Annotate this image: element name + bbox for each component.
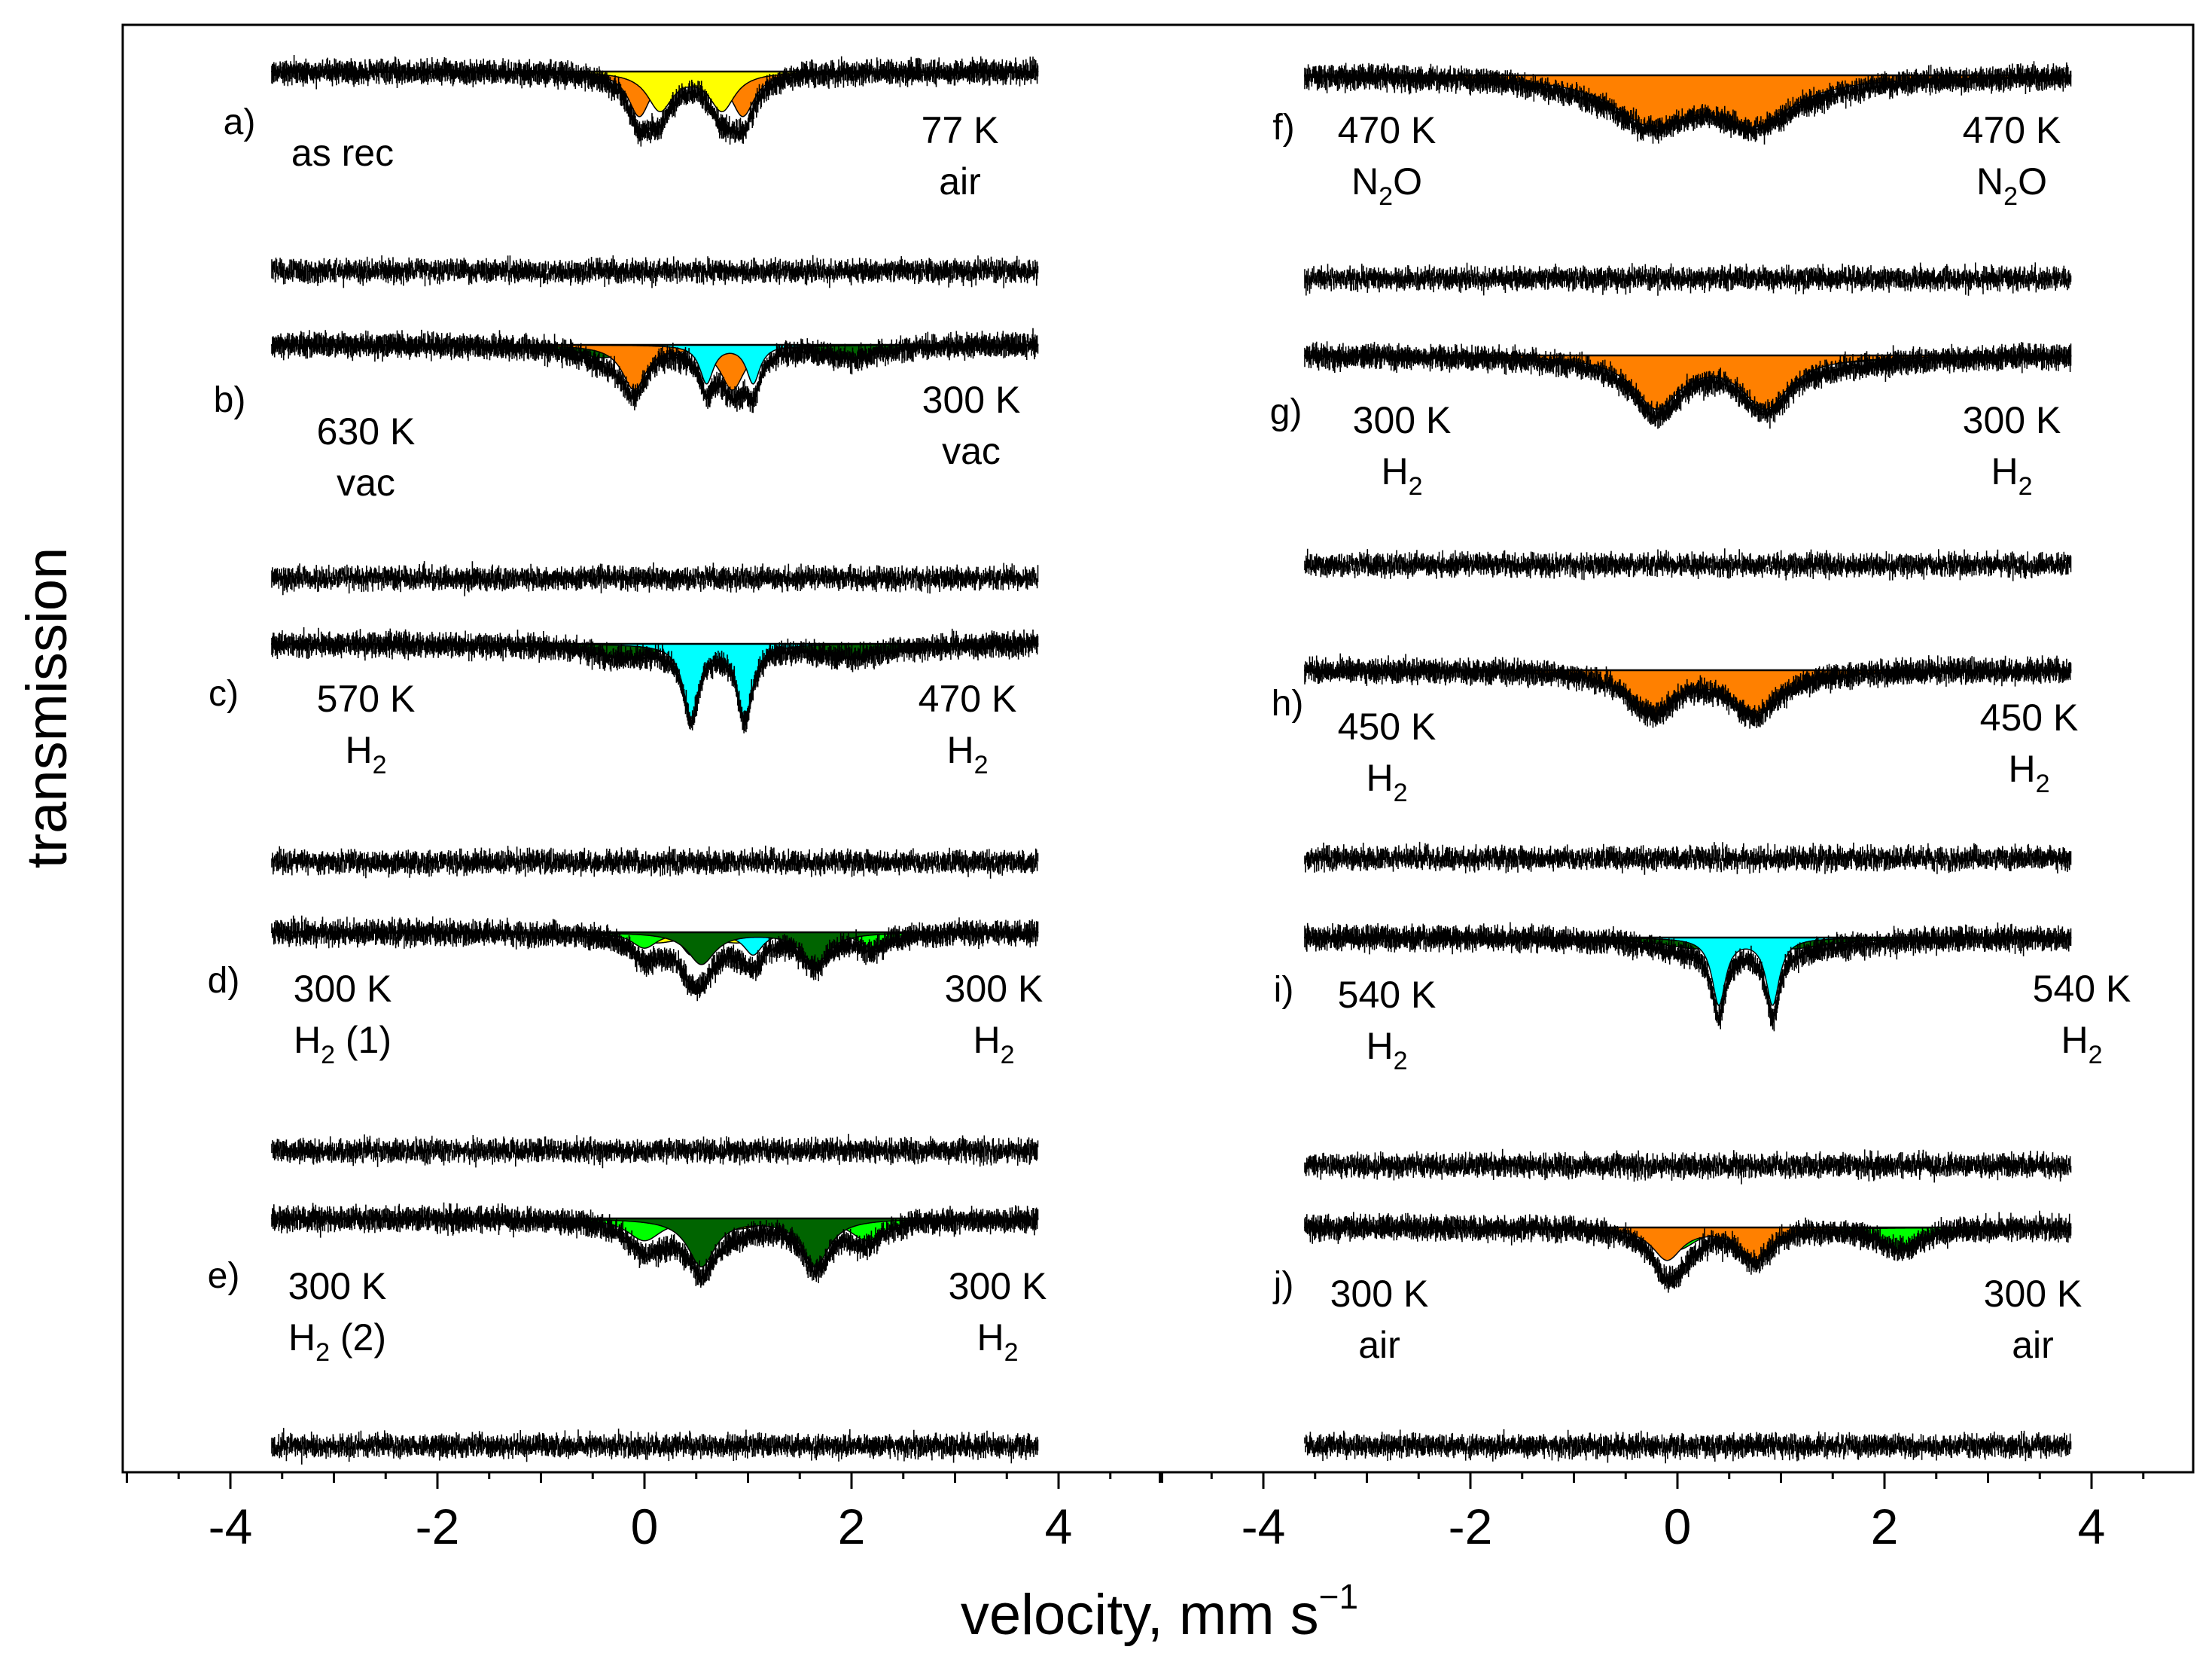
panel-h: h) 450 K H2 450 K H2 bbox=[1272, 653, 2079, 875]
x-tick-label: 2 bbox=[838, 1499, 866, 1554]
panel-e-left-condition-line1: 300 K bbox=[288, 1265, 387, 1307]
panel-i: i) 540 K H2 540 K H2 bbox=[1274, 922, 2131, 1185]
x-tick-label: 2 bbox=[1871, 1499, 1899, 1554]
panel-f-data-points bbox=[1304, 61, 2072, 145]
panel-f-residuals bbox=[1304, 262, 2072, 296]
panel-d-residuals bbox=[271, 1133, 1039, 1169]
panel-i-right-condition-line1: 540 K bbox=[2033, 968, 2131, 1010]
panel-f-left-condition-line1: 470 K bbox=[1338, 109, 1437, 151]
panel-i-right-condition-line2: H2 bbox=[2061, 1019, 2102, 1069]
panel-c: c) 570 K H2 470 K H2 bbox=[209, 627, 1039, 879]
panel-c-right-condition-line2: H2 bbox=[946, 729, 988, 779]
panel-f-left-condition-line2: N2O bbox=[1351, 160, 1422, 211]
panel-i-data-points bbox=[1304, 922, 2072, 1032]
panel-d: d) 300 K H2 (1) 300 K H2 bbox=[208, 915, 1044, 1169]
panel-f-right-condition-line1: 470 K bbox=[1963, 109, 2061, 151]
panel-j-data-points bbox=[1304, 1210, 2072, 1293]
panel-h-right-condition-line2: H2 bbox=[2008, 748, 2049, 798]
panel-b-right-condition-line1: 300 K bbox=[922, 379, 1021, 421]
panel-b-left-condition-line1: 630 K bbox=[317, 410, 416, 453]
panel-c-residuals bbox=[271, 845, 1039, 879]
panel-g-residuals bbox=[1304, 548, 2072, 581]
panel-d-left-condition-line2: H2 (1) bbox=[294, 1019, 392, 1069]
panel-f-right-condition-line2: N2O bbox=[1976, 160, 2047, 211]
panel-a-right-condition-line2: air bbox=[939, 160, 981, 203]
panel-j: j) 300 K air 300 K air bbox=[1272, 1210, 2083, 1464]
panel-a-right-condition-line1: 77 K bbox=[922, 109, 999, 151]
panel-e-label: e) bbox=[208, 1256, 240, 1296]
panel-i-left-condition-line2: H2 bbox=[1366, 1025, 1407, 1075]
panel-b-label: b) bbox=[214, 380, 246, 420]
panel-d-left-condition-line1: 300 K bbox=[294, 968, 392, 1010]
x-tick-label: -2 bbox=[1449, 1499, 1493, 1554]
x-tick-label: -4 bbox=[1242, 1499, 1286, 1554]
panel-j-left-condition-line1: 300 K bbox=[1330, 1273, 1429, 1315]
panel-e-right-condition-line1: 300 K bbox=[949, 1265, 1047, 1307]
panel-g: g) 300 K H2 300 K H2 bbox=[1270, 341, 2072, 581]
x-tick-label: 0 bbox=[631, 1499, 659, 1554]
panel-h-label: h) bbox=[1272, 684, 1304, 724]
panel-a-left-condition-line1: as rec bbox=[291, 132, 394, 174]
panel-d-label: d) bbox=[208, 961, 240, 1001]
panel-g-label: g) bbox=[1270, 392, 1303, 432]
panel-d-right-condition-line1: 300 K bbox=[945, 968, 1044, 1010]
panel-h-left-condition-line2: H2 bbox=[1366, 757, 1407, 807]
panel-b-residuals bbox=[271, 561, 1039, 596]
panel-g-data-points bbox=[1304, 341, 2072, 429]
x-tick-label: 4 bbox=[2078, 1499, 2106, 1554]
plot-frame bbox=[121, 23, 2195, 1474]
panel-c-left-condition-line1: 570 K bbox=[317, 678, 416, 720]
panel-e-left-condition-line2: H2 (2) bbox=[288, 1316, 386, 1367]
x-axis: -4 -2 0 2 4 -4 -2 0 2 4 bbox=[126, 1472, 2145, 1554]
panel-e-residuals bbox=[271, 1428, 1039, 1465]
panel-g-left-condition-line2: H2 bbox=[1381, 450, 1422, 501]
panel-a-data-points bbox=[271, 55, 1039, 147]
panel-g-left-condition-line1: 300 K bbox=[1353, 399, 1452, 441]
panels-layer: a) as rec 77 K air b) 630 K vac 300 K vac c) 570 K… bbox=[208, 55, 2131, 1465]
panel-j-right-condition-line1: 300 K bbox=[1984, 1273, 2083, 1315]
x-axis-label-sup: −1 bbox=[1319, 1577, 1358, 1616]
panel-f: f) 470 K N2O 470 K N2O bbox=[1272, 61, 2072, 296]
panel-i-label: i) bbox=[1274, 970, 1294, 1010]
panel-e: e) 300 K H2 (2) 300 K H2 bbox=[208, 1202, 1047, 1465]
y-axis-label: transmission bbox=[15, 547, 79, 869]
panel-b-data-points bbox=[271, 328, 1039, 413]
x-tick-label: 4 bbox=[1045, 1499, 1073, 1554]
panel-h-left-condition-line1: 450 K bbox=[1338, 706, 1437, 748]
panel-c-label: c) bbox=[209, 674, 239, 714]
panel-g-right-condition-line1: 300 K bbox=[1963, 399, 2061, 441]
panel-b-left-condition-line2: vac bbox=[337, 462, 395, 504]
panel-d-right-condition-line2: H2 bbox=[973, 1019, 1014, 1069]
x-axis-label: velocity, mm s−1 bbox=[961, 1577, 1358, 1647]
panel-c-left-condition-line2: H2 bbox=[345, 729, 386, 779]
panel-a-label: a) bbox=[224, 102, 256, 142]
x-tick-label: 0 bbox=[1664, 1499, 1692, 1554]
panel-j-residuals bbox=[1304, 1429, 2072, 1464]
panel-j-right-condition-line2: air bbox=[2012, 1324, 2054, 1366]
panel-i-left-condition-line1: 540 K bbox=[1338, 974, 1437, 1016]
panel-d-data-points bbox=[271, 915, 1039, 1002]
x-axis-label-main: velocity, mm s bbox=[961, 1583, 1319, 1647]
panel-j-left-condition-line2: air bbox=[1358, 1324, 1400, 1366]
panel-c-data-points bbox=[271, 627, 1039, 733]
x-tick-label: -2 bbox=[416, 1499, 460, 1554]
panel-g-right-condition-line2: H2 bbox=[1991, 450, 2032, 501]
panel-a-residuals bbox=[271, 255, 1039, 288]
x-tick-label: -4 bbox=[209, 1499, 253, 1554]
panel-b: b) 630 K vac 300 K vac bbox=[214, 328, 1039, 596]
panel-c-right-condition-line1: 470 K bbox=[919, 678, 1017, 720]
panel-a: a) as rec 77 K air bbox=[224, 55, 1039, 288]
panel-e-data-points bbox=[271, 1202, 1039, 1288]
panel-i-residuals bbox=[1304, 1148, 2072, 1185]
panel-f-label: f) bbox=[1272, 108, 1294, 148]
panel-h-right-condition-line1: 450 K bbox=[1980, 697, 2079, 739]
panel-b-right-condition-line2: vac bbox=[942, 430, 1001, 472]
panel-j-label: j) bbox=[1272, 1265, 1294, 1305]
panel-e-right-condition-line2: H2 bbox=[977, 1316, 1018, 1367]
panel-h-residuals bbox=[1304, 841, 2072, 875]
panel-h-data-points bbox=[1304, 653, 2072, 729]
